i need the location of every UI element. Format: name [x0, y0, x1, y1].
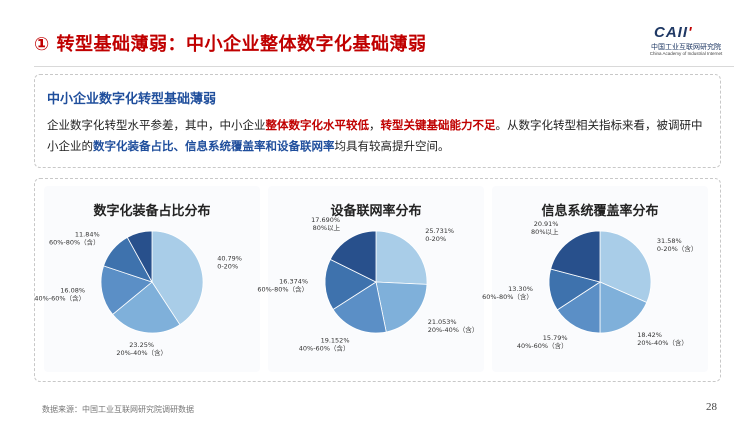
slice-label: 16.08% 40%-60%（含）	[34, 286, 85, 302]
highlight-weak-foundation: 转型关键基础能力不足	[380, 118, 496, 132]
pie-chart-coverage: 31.58% 0-20%（含） 18.42% 20%-40%（含） 15.79% 40%-…	[482, 220, 697, 350]
slice-label: 13.30% 60%-80%（含）	[482, 285, 533, 301]
page-number: 28	[706, 401, 717, 413]
logo-en-name: China Academy of Industrial Internet	[649, 51, 723, 56]
slice-label: 16.374% 60%-80%（含）	[257, 278, 308, 294]
slice-label: 40.79% 0-20%	[217, 255, 242, 271]
logo-cn-name: 中国工业互联网研究院	[651, 43, 721, 51]
intro-text-part: ，	[369, 118, 381, 132]
pie-slice	[332, 281, 387, 334]
slice-label: 23.25% 20%-40%（含）	[116, 341, 167, 357]
slice-label: 25.731% 0-20%	[425, 227, 454, 243]
slice-label: 31.58% 0-20%（含）	[657, 237, 697, 253]
pie-slice	[329, 230, 377, 283]
data-source-note: 数据来源：中国工业互联网研究院调研数据	[42, 405, 194, 414]
pie-slice	[556, 281, 601, 334]
slice-label: 15.79% 40%-60%（含）	[517, 334, 568, 350]
intro-text: 企业数字化转型水平参差，其中，中小企业整体数字化水平较低，转型关键基础能力不足。…	[47, 115, 712, 157]
slide-title: ① 转型基础薄弱：中小企业整体数字化基础薄弱	[34, 34, 427, 55]
pie-slice	[324, 258, 377, 311]
slice-label: 21.053% 20%-40%（含）	[428, 318, 479, 334]
pie-slice	[599, 230, 652, 304]
slice-label: 11.84% 60%-80%（含）	[49, 231, 100, 247]
caii-logo: CAII' 中国工业互联网研究院 China Academy of Indust…	[636, 24, 736, 58]
slice-label: 20.91% 80%以上	[531, 220, 559, 236]
pie-slice	[599, 281, 648, 334]
slice-label: 18.42% 20%-40%（含）	[637, 331, 688, 347]
intro-box: 中小企业数字化转型基础薄弱 企业数字化转型水平参差，其中，中小企业整体数字化水平…	[34, 74, 721, 168]
pie-slice	[550, 230, 601, 283]
intro-heading: 中小企业数字化转型基础薄弱	[47, 92, 217, 107]
intro-text-part: 均具有较高提升空间。	[334, 139, 450, 153]
pie-slice	[375, 230, 428, 285]
chart-title-equipment: 数字化装备占比分布	[93, 204, 211, 219]
charts-box	[34, 178, 721, 382]
intro-text-part: 。从数字化转型相关指标来看，被调研中小企业的	[47, 118, 703, 153]
chart-title-coverage: 信息系统覆盖率分布	[541, 204, 659, 219]
chart-title-network: 设备联网率分布	[330, 204, 422, 219]
highlight-indicators: 数字化装备占比、信息系统覆盖率和设备联网率	[93, 139, 335, 153]
slice-label: 19.152% 40%-60%（含）	[299, 337, 350, 353]
pie-slice	[375, 281, 428, 333]
intro-text-part: 企业数字化转型水平参差，其中，中小企业	[47, 118, 266, 132]
title-divider	[34, 66, 734, 67]
pie-slice	[112, 281, 181, 334]
logo-mark: CAII'	[654, 24, 693, 41]
pie-chart-network: 25.731% 0-20% 21.053% 20%-40%（含） 19.152% 40%-…	[257, 216, 479, 353]
highlight-low-digitization: 整体数字化水平较低	[265, 118, 370, 132]
slice-label: 17.690% 80%以上	[311, 216, 340, 232]
pie-chart-equipment: 40.79% 0-20% 23.25% 20%-40%（含） 16.08% 40%-60%…	[34, 230, 242, 358]
pie-slice	[126, 230, 153, 283]
